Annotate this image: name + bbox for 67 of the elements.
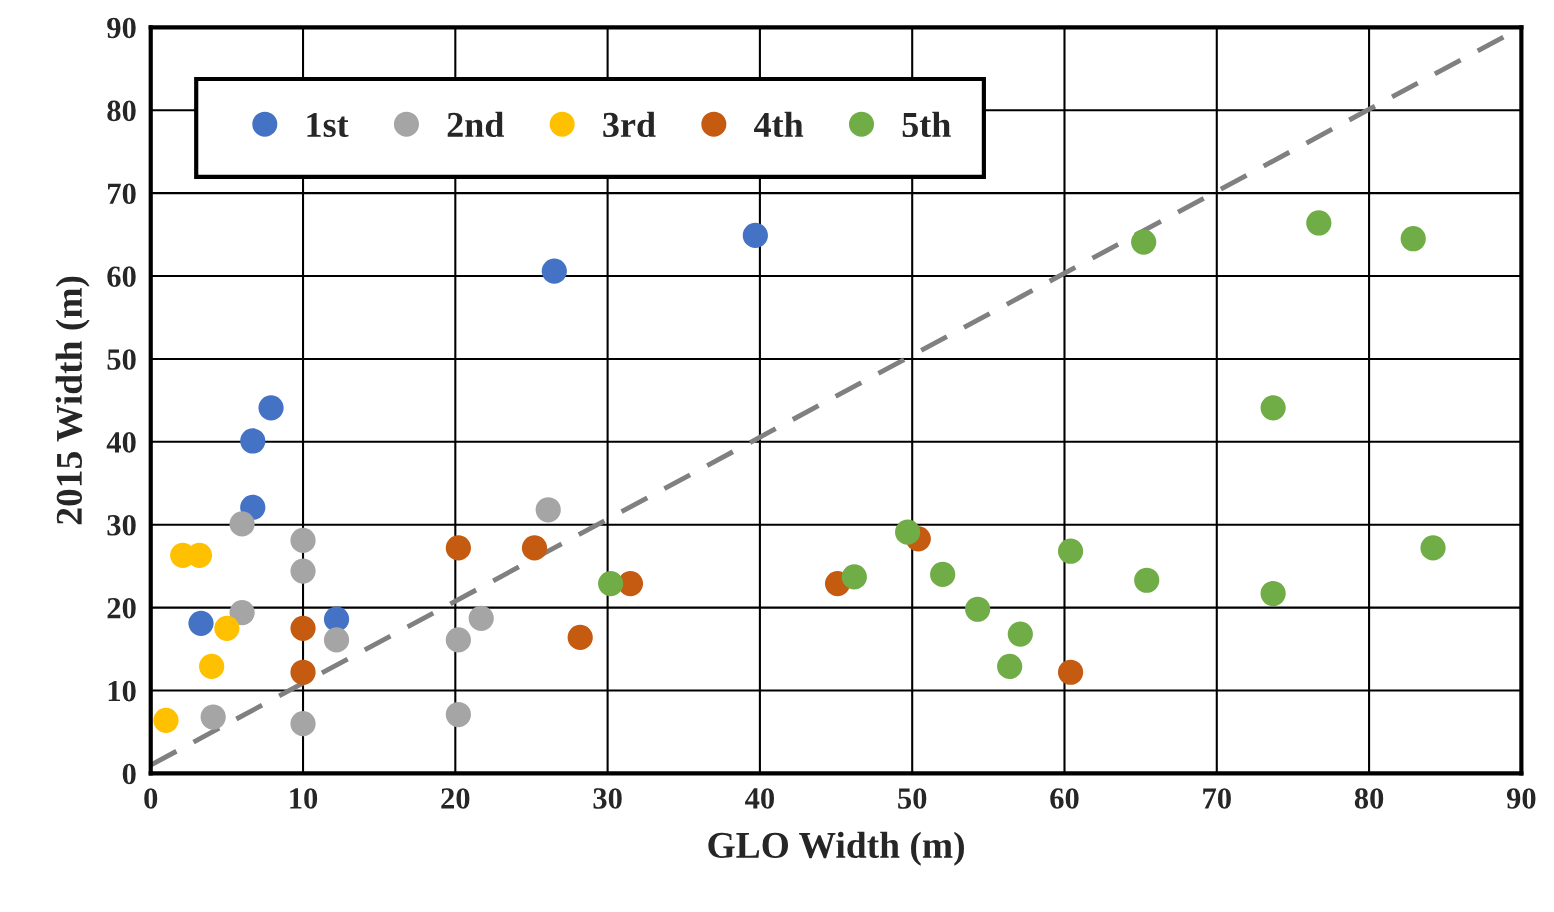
point (521, 535, 548, 561)
legend-label: 2nd (447, 111, 504, 138)
point (214, 615, 240, 641)
point (290, 711, 316, 737)
point (200, 704, 226, 730)
point (535, 497, 561, 523)
point (240, 428, 266, 454)
y-tick-label: 60 (107, 266, 136, 287)
point (229, 599, 255, 626)
x-axis-title: GLO Width (m) (708, 831, 964, 866)
x-tick-label: 30 (593, 788, 622, 809)
point (997, 653, 1023, 680)
x-tick-label: 10 (290, 788, 318, 809)
legend-label: 1st (307, 112, 349, 138)
point (1057, 659, 1084, 685)
point (290, 659, 316, 685)
x-tick-label: 20 (441, 788, 470, 809)
x-tick-label: 50 (898, 788, 927, 809)
point (1057, 538, 1084, 564)
point (229, 511, 255, 537)
y-tick-label: 80 (107, 100, 136, 122)
y-axis-title: 2015 Width (m) (55, 276, 90, 525)
point (930, 561, 956, 588)
point (468, 605, 494, 631)
point (1131, 229, 1157, 255)
legend-label: 4th (754, 111, 804, 138)
y-tick-label: 0 (122, 763, 136, 785)
point (1007, 621, 1033, 647)
point (1260, 580, 1286, 607)
point (1400, 226, 1426, 252)
point (323, 627, 350, 653)
point (895, 519, 921, 545)
point (1134, 567, 1160, 593)
y-tick-label: 70 (108, 183, 136, 205)
x-tick-label: 0 (144, 788, 158, 809)
point (258, 395, 284, 421)
point (445, 627, 471, 653)
point (290, 527, 316, 554)
y-tick-label: 20 (107, 597, 136, 619)
x-tick-label: 80 (1354, 788, 1384, 809)
y-tick-label: 90 (107, 17, 136, 39)
y-tick-label: 10 (108, 680, 136, 702)
point (199, 653, 225, 680)
x-tick-label: 90 (1506, 788, 1536, 809)
point (290, 615, 316, 641)
y-tick-label: 30 (107, 514, 136, 536)
x-tick-label: 70 (1203, 788, 1231, 809)
y-tick-label: 50 (107, 349, 136, 370)
point (1260, 395, 1286, 421)
point (742, 222, 768, 249)
point (598, 570, 624, 597)
point (541, 258, 567, 284)
x-tick-label: 60 (1050, 788, 1079, 809)
point (290, 558, 316, 584)
point (1420, 535, 1446, 561)
y-tick-label: 40 (106, 432, 136, 453)
point (567, 624, 593, 651)
point (153, 707, 179, 733)
legend-label: 5th (902, 111, 951, 138)
point (188, 610, 214, 636)
point (445, 535, 471, 561)
x-tick-label: 40 (745, 788, 775, 809)
point (445, 701, 471, 728)
point (965, 596, 991, 622)
point (1306, 210, 1332, 236)
point (841, 564, 867, 590)
legend-label: 3rd (603, 111, 656, 138)
